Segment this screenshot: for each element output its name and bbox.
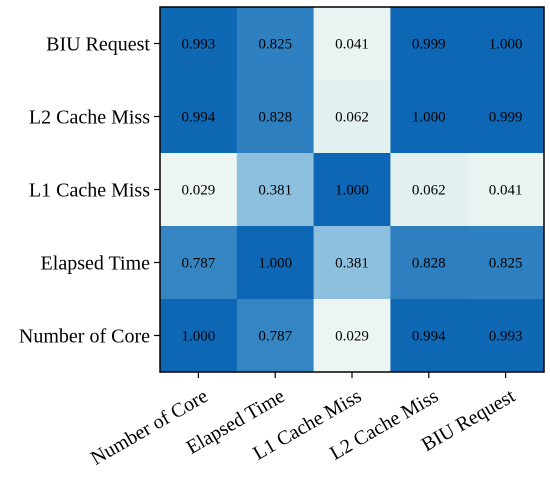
- y-tick-label: L2 Cache Miss: [29, 107, 150, 129]
- y-tick-label: BIU Request: [46, 34, 150, 56]
- cell-value-label: 0.062: [335, 110, 369, 126]
- cell-value-label: 1.000: [489, 37, 523, 53]
- cell-value-labels: 0.993 0.825 0.041 0.999 1.000 0.994 0.828 0.062…: [182, 37, 523, 345]
- heatmap-cell: [467, 226, 545, 300]
- y-axis: BIU Request L2 Cache Miss L1 Cache Miss Ela…: [19, 34, 160, 348]
- heatmap-cell: [160, 226, 238, 300]
- cell-value-label: 0.994: [182, 110, 216, 126]
- cell-value-label: 0.787: [258, 329, 292, 345]
- heatmap-cell: [160, 299, 238, 373]
- cell-value-label: 0.993: [182, 37, 216, 53]
- heatmap-cell: [467, 153, 545, 227]
- heatmap-cells: [160, 7, 545, 373]
- heatmap-cell: [313, 7, 391, 81]
- heatmap-cell: [236, 299, 315, 373]
- heatmap-cell: [160, 80, 238, 154]
- y-tick-label: Number of Core: [19, 326, 150, 348]
- y-tick-label: Elapsed Time: [41, 253, 151, 275]
- cell-value-label: 1.000: [412, 110, 446, 126]
- cell-value-label: 0.381: [335, 256, 369, 272]
- heatmap-cell: [236, 153, 315, 227]
- heatmap-cell: [390, 226, 468, 300]
- heatmap-cell: [236, 226, 315, 300]
- heatmap-cell: [390, 153, 468, 227]
- cell-value-label: 0.041: [489, 183, 523, 199]
- cell-value-label: 0.062: [412, 183, 446, 199]
- heatmap-cell: [390, 7, 468, 81]
- cell-value-label: 0.825: [489, 256, 523, 272]
- y-tick-label: L1 Cache Miss: [29, 180, 150, 202]
- heatmap-cell: [313, 80, 391, 154]
- heatmap-cell: [313, 226, 391, 300]
- heatmap-cell: [467, 80, 545, 154]
- heatmap-cell: [160, 153, 238, 227]
- cell-value-label: 0.993: [489, 329, 523, 345]
- heatmap-cell: [313, 299, 391, 373]
- cell-value-label: 0.999: [412, 37, 446, 53]
- heatmap-cell: [467, 299, 545, 373]
- heatmap-cell: [236, 7, 315, 81]
- cell-value-label: 1.000: [335, 183, 369, 199]
- heatmap-cell: [390, 299, 468, 373]
- heatmap-cell: [236, 80, 315, 154]
- heatmap-cell: [390, 80, 468, 154]
- cell-value-label: 0.828: [258, 110, 292, 126]
- heatmap-cell: [160, 7, 238, 81]
- cell-value-label: 0.999: [489, 110, 523, 126]
- heatmap-cell: [313, 153, 391, 227]
- cell-value-label: 0.787: [182, 256, 216, 272]
- cell-value-label: 1.000: [258, 256, 292, 272]
- cell-value-label: 0.381: [258, 183, 292, 199]
- cell-value-label: 1.000: [182, 329, 216, 345]
- heatmap-cell: [467, 7, 545, 81]
- plot-frame: [159, 6, 545, 373]
- cell-value-label: 0.825: [258, 37, 292, 53]
- cell-value-label: 0.828: [412, 256, 446, 272]
- cell-value-label: 0.029: [182, 183, 216, 199]
- cell-value-label: 0.994: [412, 329, 446, 345]
- cell-value-label: 0.029: [335, 329, 369, 345]
- cell-value-label: 0.041: [335, 37, 369, 53]
